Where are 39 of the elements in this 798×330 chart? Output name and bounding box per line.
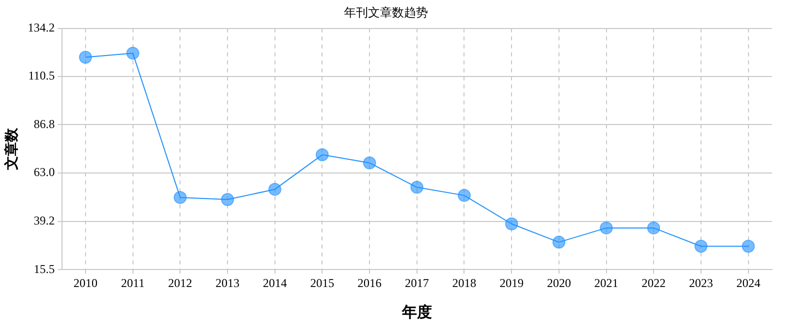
point	[126, 46, 140, 60]
x-tick-label: 2013	[216, 276, 240, 290]
point	[742, 240, 755, 253]
y-tick-label: 39.2	[34, 214, 55, 228]
point	[174, 190, 187, 204]
x-tick-label: 2024	[736, 276, 760, 290]
y-axis-title: 文章数	[3, 127, 20, 171]
point	[363, 156, 376, 170]
y-tick-label: 110.5	[28, 68, 55, 83]
point	[552, 236, 566, 249]
point	[410, 180, 424, 194]
point	[458, 188, 471, 202]
x-tick-label: 2010	[73, 276, 98, 290]
y-tick-label: 15.5	[34, 262, 55, 276]
x-tick-label: 2017	[404, 276, 429, 290]
x-tick-label: 2014	[262, 276, 287, 290]
point	[316, 148, 329, 162]
point	[268, 182, 282, 196]
x-tick-label: 2021	[594, 276, 618, 290]
x-axis-title: 年度	[400, 302, 432, 321]
point	[694, 240, 708, 253]
y-tick-label: 86.8	[34, 116, 55, 131]
x-tick-label: 2022	[642, 276, 666, 290]
x-tick-label: 2020	[546, 276, 571, 290]
point	[505, 217, 518, 230]
x-tick-label: 2012	[168, 276, 192, 290]
y-tick-label: 134.2	[28, 20, 55, 35]
point	[78, 50, 92, 64]
x-tick-label: 2011	[121, 276, 145, 290]
point	[600, 221, 613, 234]
x-tick-label: 2019	[500, 276, 524, 290]
point	[647, 221, 660, 234]
y-tick-label: 63.0	[34, 165, 55, 180]
chart-title: 年刊文章数趋势	[344, 5, 428, 20]
x-tick-label: 2015	[310, 276, 334, 290]
x-tick-label: 2016	[358, 276, 382, 290]
x-tick-label: 2018	[452, 276, 476, 290]
point	[221, 192, 234, 206]
x-tick-label: 2023	[688, 276, 713, 290]
